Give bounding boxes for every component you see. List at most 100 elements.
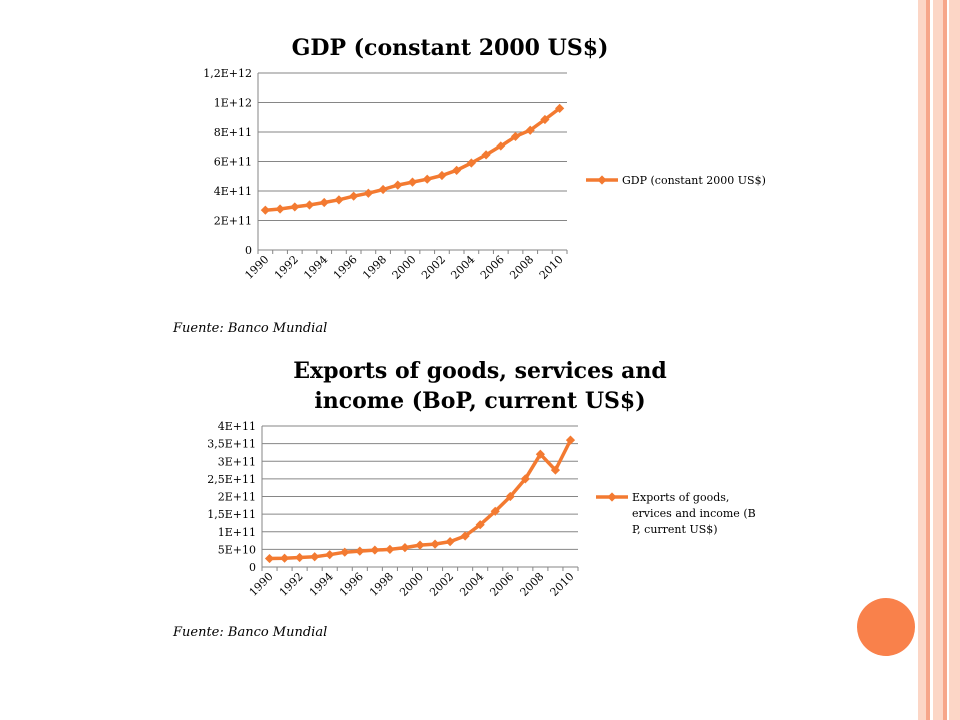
legend-label: GDP (constant 2000 US$) (622, 174, 766, 187)
x-tick-label: 1998 (367, 570, 396, 599)
x-tick-label: 1990 (242, 253, 271, 282)
decor-circle (857, 598, 915, 656)
y-tick-label: 3E+11 (218, 455, 256, 468)
data-point (445, 537, 455, 547)
data-point (319, 197, 329, 208)
x-tick-label: 2004 (448, 253, 477, 282)
x-tick-label: 2008 (518, 570, 547, 599)
data-point (496, 141, 506, 151)
x-tick-label: 2004 (457, 570, 486, 599)
x-tick-label: 2010 (548, 570, 577, 599)
decor-stripe (949, 0, 960, 720)
x-tick-label: 2000 (390, 253, 419, 282)
y-tick-label: 6E+11 (214, 156, 252, 169)
y-tick-label: 1E+11 (218, 526, 256, 539)
legend-label: P, current US$) (632, 523, 718, 536)
source-note: Fuente: Banco Mundial (173, 625, 328, 640)
y-tick-label: 3,5E+11 (207, 438, 256, 451)
decor-stripe (947, 0, 949, 720)
data-point (430, 539, 440, 549)
data-point (310, 552, 320, 562)
data-point (340, 547, 350, 557)
x-tick-label: 2002 (419, 253, 448, 282)
y-tick-label: 1,5E+11 (207, 508, 256, 521)
data-point (378, 184, 388, 195)
legend-marker (607, 492, 617, 502)
y-tick-label: 1,2E+12 (203, 67, 252, 80)
chart-title: Exports of goods, services and income (B… (293, 358, 667, 414)
decor-stripe (933, 0, 943, 720)
data-point (525, 125, 535, 135)
data-point (481, 150, 491, 160)
y-tick-label: 2,5E+11 (207, 473, 256, 486)
decor-stripe (943, 0, 947, 720)
x-tick-label: 1992 (277, 570, 306, 599)
data-point (520, 474, 530, 484)
legend-marker (597, 175, 607, 185)
data-point (452, 165, 462, 175)
series-line (269, 439, 573, 561)
data-point (260, 205, 270, 215)
data-point (393, 180, 403, 190)
x-tick-label: 1994 (301, 253, 330, 282)
x-tick-label: 2008 (507, 253, 536, 282)
y-tick-label: 4E+11 (214, 185, 252, 198)
x-tick-label: 2002 (427, 570, 456, 599)
x-tick-label: 2010 (537, 253, 566, 282)
data-point (460, 531, 470, 541)
y-tick-label: 8E+11 (214, 126, 252, 139)
data-point (407, 177, 418, 187)
data-point (275, 204, 285, 214)
y-tick-label: 1E+12 (214, 97, 252, 110)
data-point (505, 491, 515, 502)
legend-label: Exports of goods, (632, 491, 729, 504)
data-point (415, 540, 425, 550)
series-line (265, 107, 561, 212)
data-point (510, 131, 521, 142)
data-point (550, 465, 561, 475)
data-point (437, 170, 447, 181)
x-tick-label: 1994 (307, 570, 336, 599)
x-tick-label: 1998 (360, 253, 389, 282)
y-tick-label: 4E+11 (218, 420, 256, 433)
data-point (264, 553, 275, 564)
data-point (422, 174, 432, 184)
source-note: Fuente: Banco Mundial (173, 321, 328, 336)
data-point (400, 543, 410, 553)
data-point (385, 544, 395, 554)
data-point (466, 158, 476, 168)
decor-stripe (918, 0, 926, 720)
data-point (540, 114, 550, 125)
data-point (490, 506, 500, 516)
y-tick-label: 0 (249, 561, 256, 574)
x-tick-label: 1990 (247, 570, 276, 599)
x-tick-label: 1996 (337, 570, 366, 599)
x-tick-label: 2000 (397, 570, 426, 599)
data-point (334, 195, 344, 205)
data-point (535, 449, 545, 459)
y-tick-label: 2E+11 (218, 491, 256, 504)
data-point (349, 191, 359, 201)
data-point (279, 553, 290, 563)
chart-title: GDP (constant 2000 US$) (291, 35, 609, 61)
x-tick-label: 1992 (272, 253, 301, 282)
data-point (355, 546, 365, 556)
data-point (304, 200, 315, 210)
data-point (290, 202, 300, 212)
y-tick-label: 5E+10 (218, 543, 256, 556)
x-tick-label: 1996 (331, 253, 360, 282)
data-point (325, 550, 335, 560)
legend-label: ervices and income (B (632, 507, 756, 520)
data-point (363, 188, 373, 198)
y-tick-label: 0 (245, 244, 252, 257)
y-tick-label: 2E+11 (214, 215, 252, 228)
x-tick-label: 2006 (478, 253, 507, 282)
data-point (295, 552, 305, 563)
data-point (565, 435, 576, 445)
data-point (475, 520, 485, 530)
decor-stripe (926, 0, 930, 720)
decor-stripe (930, 0, 933, 720)
data-point (555, 103, 565, 113)
data-point (370, 545, 380, 555)
